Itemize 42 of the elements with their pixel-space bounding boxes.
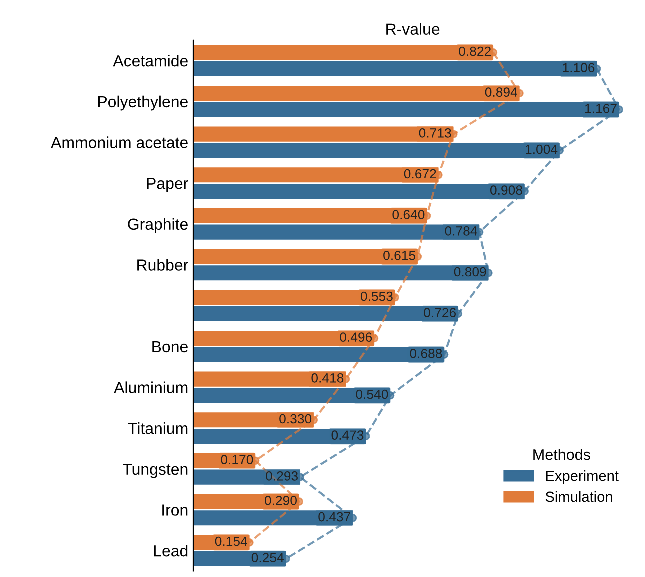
data-label: 0.437: [318, 512, 350, 522]
data-label: 0.908: [490, 186, 522, 196]
y-tick-label: Acetamide: [113, 55, 188, 67]
data-label: 1.167: [585, 104, 617, 114]
data-label: 0.726: [424, 308, 456, 318]
data-label: 0.290: [264, 496, 297, 506]
data-label: 0.473: [332, 430, 364, 440]
y-tick-label: Tungsten: [123, 464, 188, 478]
data-label: 0.496: [340, 332, 372, 342]
y-tick-label: Rubber: [138, 259, 188, 271]
data-label: 0.330: [280, 414, 312, 424]
y-tick-label: Graphite: [128, 218, 188, 234]
data-label: 0.418: [312, 374, 344, 383]
data-label: 0.672: [404, 169, 436, 179]
legend-label: Simulation: [546, 491, 612, 502]
data-label: 0.553: [360, 292, 393, 302]
y-tick-label: Paper: [147, 178, 188, 192]
data-label: 0.822: [459, 46, 491, 56]
data-label: 0.540: [356, 390, 388, 400]
data-label: 0.894: [485, 88, 518, 98]
chart-title: R-value: [386, 23, 440, 35]
data-label: 0.170: [221, 455, 254, 465]
data-label: 0.713: [419, 128, 452, 138]
data-label: 0.640: [392, 210, 425, 220]
data-label: 0.293: [266, 472, 298, 481]
legend-title: Methods: [534, 449, 590, 460]
y-tick-label: Polyethylene: [98, 96, 188, 111]
data-label: 0.254: [252, 553, 284, 563]
y-tick-label: Lead: [154, 545, 188, 557]
data-label: 1.106: [563, 63, 595, 73]
data-label: 0.154: [215, 536, 248, 546]
data-label: 0.784: [445, 226, 478, 236]
data-label: 0.615: [384, 251, 416, 260]
data-label: 0.809: [454, 267, 486, 277]
y-tick-label: Ammonium acetate: [51, 136, 188, 148]
data-label: 1.004: [526, 144, 558, 154]
y-tick-label: Aluminium: [114, 382, 188, 394]
y-tick-label: Iron: [162, 504, 188, 516]
y-tick-label: Bone: [152, 341, 188, 353]
y-tick-label: Titanium: [128, 422, 188, 434]
legend-label: Experiment: [546, 470, 619, 484]
data-label: 0.688: [410, 349, 442, 358]
